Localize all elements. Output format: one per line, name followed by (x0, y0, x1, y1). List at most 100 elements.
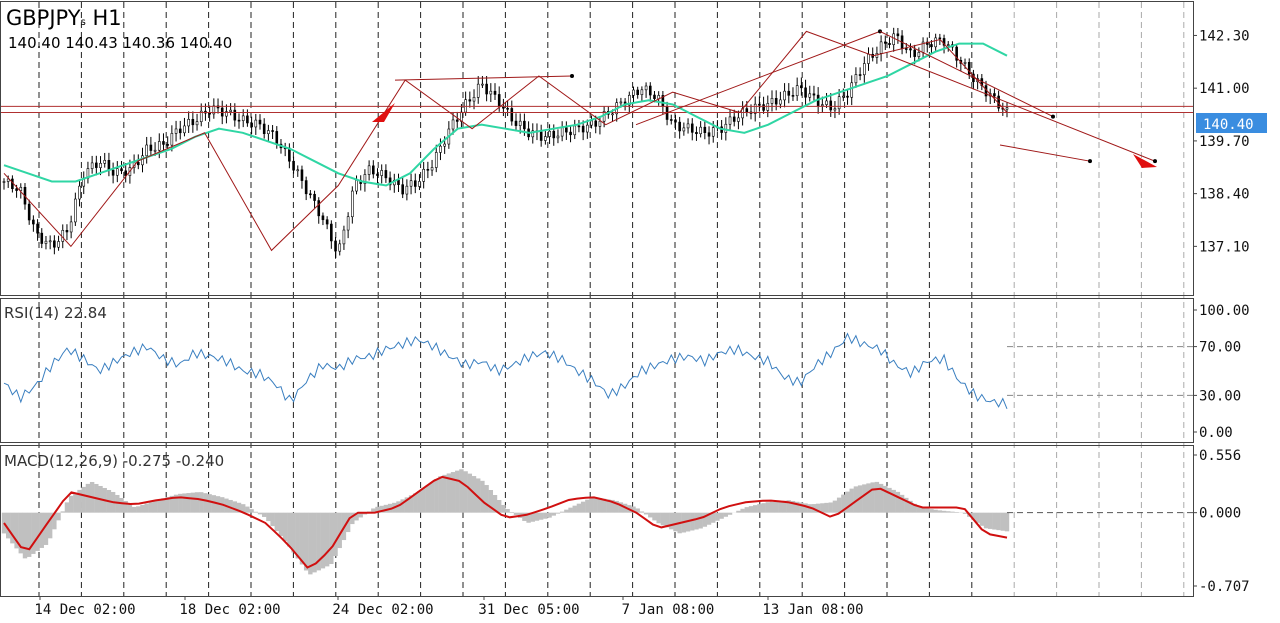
candle-body (548, 130, 551, 137)
macd-histogram-bar (941, 510, 947, 513)
candle-body (783, 90, 786, 101)
candle (699, 121, 702, 138)
candle (821, 96, 824, 113)
candle-body (644, 85, 648, 91)
macd-histogram-bar (988, 512, 993, 529)
macd-histogram-bar (127, 503, 133, 513)
candle-body (703, 126, 707, 134)
candle (388, 171, 392, 191)
candle-body (166, 144, 169, 146)
candle (770, 90, 774, 112)
candle-body (942, 38, 946, 46)
candle-body (288, 147, 291, 162)
candle-body (254, 119, 258, 128)
candle-body (124, 170, 128, 176)
candle (758, 96, 761, 112)
macd-histogram-bar (669, 512, 674, 530)
candle-body (955, 46, 958, 61)
macd-histogram-bar (278, 512, 284, 537)
macd-histogram-bar (618, 502, 624, 513)
candle (468, 91, 472, 108)
candle (330, 220, 333, 249)
candle-body (69, 221, 73, 233)
candle (439, 138, 442, 161)
macd-histogram-bar (371, 508, 376, 513)
macd-histogram-bar (173, 494, 179, 513)
macd-histogram-bar (60, 511, 65, 513)
macd-panel[interactable] (1, 346, 1193, 575)
macd-histogram-bar (962, 512, 968, 514)
candle-body (195, 121, 199, 126)
candle (569, 125, 572, 143)
candle (250, 116, 253, 135)
candle (493, 83, 497, 100)
macd-histogram-bar (845, 491, 850, 513)
candle-body (141, 155, 144, 166)
price-panel[interactable] (0, 27, 1193, 259)
macd-histogram-bar (404, 497, 410, 513)
macd-histogram-bar (358, 512, 363, 518)
candle (590, 115, 593, 129)
macd-histogram-bar (929, 509, 934, 513)
rsi-panel[interactable] (3, 332, 1008, 409)
candle (199, 103, 203, 127)
candle (288, 143, 291, 169)
macd-histogram-bar (455, 470, 460, 513)
candle-body (485, 83, 488, 95)
candle (69, 215, 73, 239)
candle-body (338, 243, 342, 252)
candle-body (497, 94, 501, 108)
candle (800, 77, 803, 96)
candle-body (174, 128, 178, 134)
trendline (635, 30, 881, 126)
macd-histogram-bar (664, 512, 670, 528)
candle (925, 37, 929, 53)
candle (351, 186, 354, 224)
candle-body (27, 203, 31, 221)
candle (271, 125, 274, 140)
candle (636, 86, 639, 99)
candle-body (153, 149, 157, 152)
macd-histogram-bar (131, 506, 137, 513)
candle (867, 47, 870, 71)
macd-histogram-bar (337, 512, 342, 549)
macd-histogram-bar (727, 512, 733, 515)
candle-body (430, 167, 434, 171)
candle (229, 103, 232, 116)
candle-body (246, 115, 249, 124)
candle (833, 101, 837, 119)
macd-histogram-bar (257, 512, 263, 515)
candle-body (225, 111, 228, 117)
candle (791, 87, 795, 101)
candle (90, 155, 94, 174)
candle-body (145, 144, 148, 157)
candle-body (481, 83, 484, 86)
candle-body (241, 115, 245, 121)
macd-histogram-bar (601, 498, 607, 513)
candle (321, 212, 325, 226)
candle-body (321, 215, 325, 221)
macd-histogram-bar (81, 486, 86, 513)
candle (514, 113, 518, 132)
candle-body (267, 130, 270, 135)
candle (380, 164, 383, 184)
candle-body (883, 41, 887, 44)
candle-body (539, 131, 543, 141)
macd-histogram-bar (992, 512, 997, 530)
candle (363, 169, 367, 192)
macd-histogram-bar (35, 512, 40, 551)
macd-histogram-bar (916, 506, 922, 513)
candle (413, 173, 417, 194)
macd-histogram-bar (467, 473, 473, 513)
candle-body (556, 135, 560, 139)
candle (40, 228, 44, 249)
macd-histogram-bar (690, 512, 695, 531)
macd-histogram-bar (799, 502, 804, 513)
macd-histogram-bar (832, 500, 838, 513)
macd-histogram-bar (904, 497, 909, 513)
candle (157, 133, 161, 159)
candle-body (724, 123, 728, 133)
macd-histogram-bar (119, 497, 124, 513)
candle-body (846, 95, 849, 98)
